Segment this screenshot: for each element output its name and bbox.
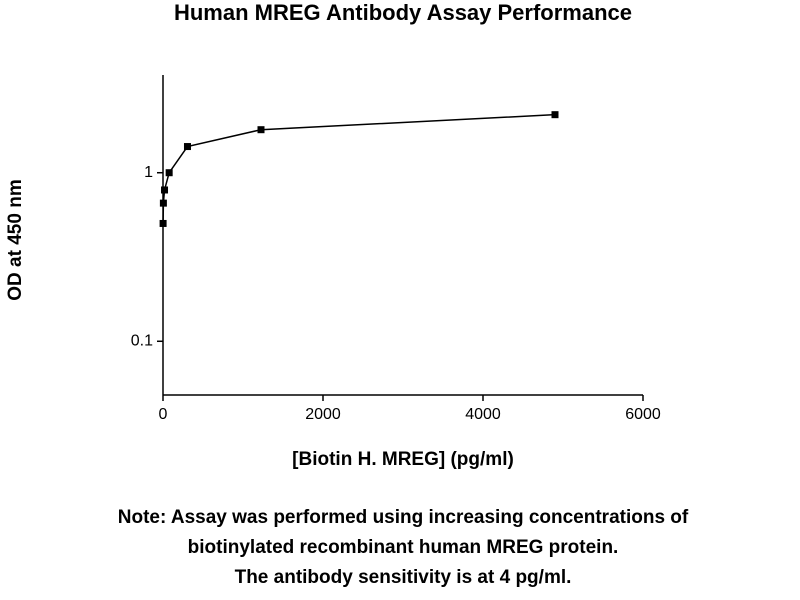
x-tick-label: 4000 xyxy=(465,406,501,423)
y-tick-label: 0.1 xyxy=(131,332,153,349)
data-point xyxy=(183,143,191,151)
data-point xyxy=(159,219,167,227)
x-axis-label: [Biotin H. MREG] (pg/ml) xyxy=(292,449,514,470)
y-axis-label: OD at 450 nm xyxy=(5,179,26,300)
x-tick-label: 2000 xyxy=(305,406,341,423)
data-point xyxy=(165,169,173,177)
note-line: biotinylated recombinant human MREG prot… xyxy=(188,537,619,558)
data-point xyxy=(257,126,265,134)
note-line: Note: Assay was performed using increasi… xyxy=(118,507,689,528)
data-point xyxy=(159,199,167,207)
data-point xyxy=(551,111,559,119)
chart-title: Human MREG Antibody Assay Performance xyxy=(174,0,632,25)
x-tick-label: 6000 xyxy=(625,406,661,423)
data-point xyxy=(161,186,169,194)
y-tick-label: 1 xyxy=(144,164,153,181)
x-tick-label: 0 xyxy=(159,406,168,423)
note-line: The antibody sensitivity is at 4 pg/ml. xyxy=(235,567,572,588)
data-line xyxy=(162,113,556,224)
